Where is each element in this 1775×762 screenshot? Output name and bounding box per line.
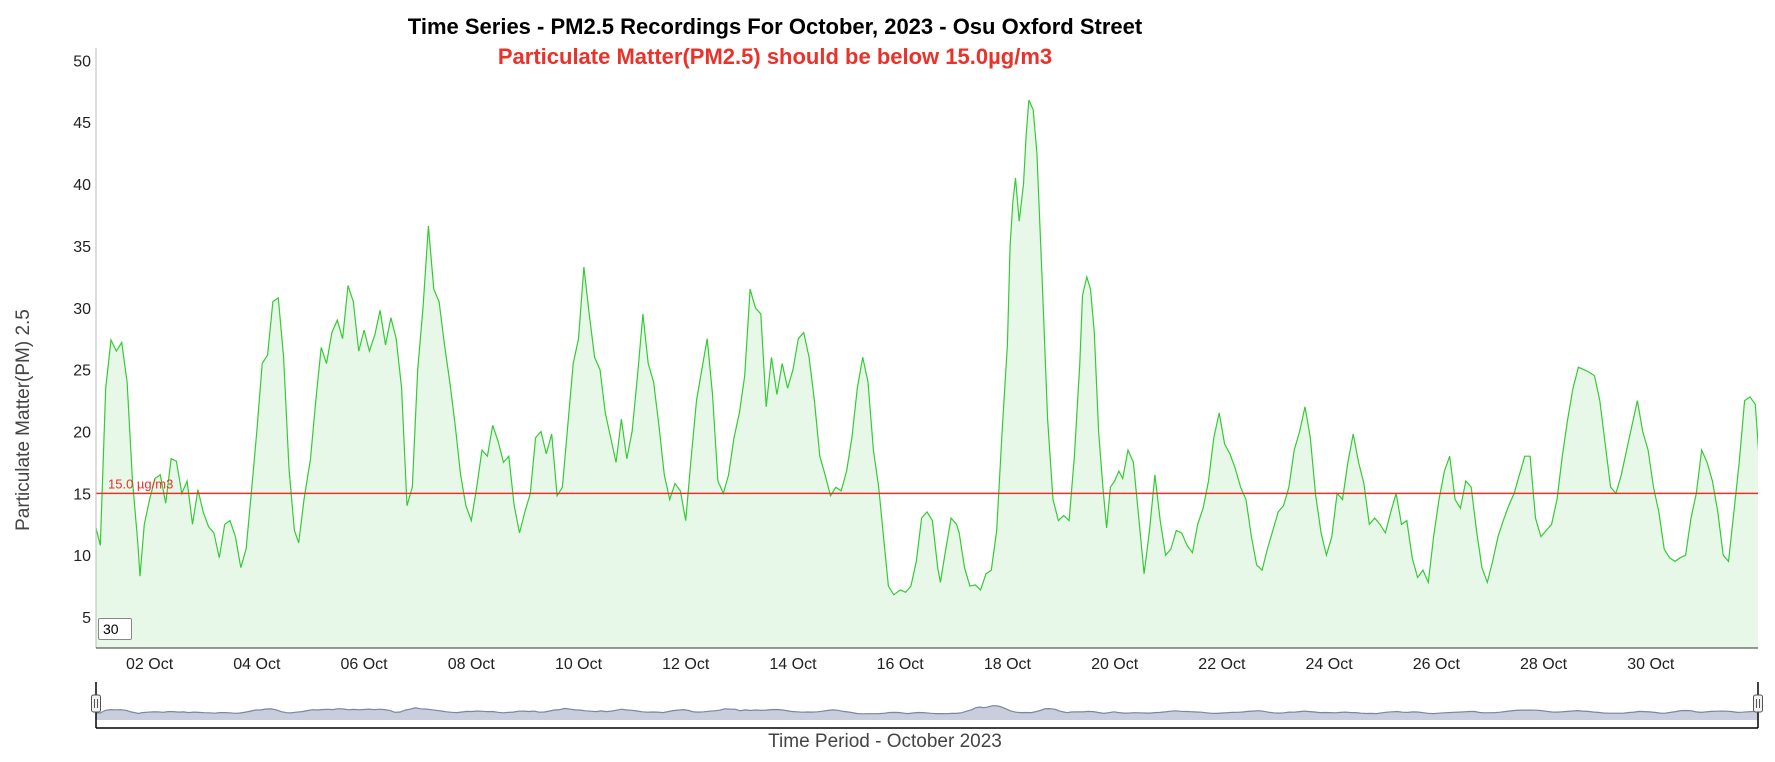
x-tick-label: 10 Oct: [555, 656, 603, 673]
plot-area: 15.0 µg/m3: [96, 99, 1758, 648]
x-axis-title: Time Period - October 2023: [768, 731, 1002, 752]
navigator-right-handle[interactable]: [1753, 694, 1763, 713]
series-area-fill: [96, 100, 1758, 648]
x-tick-label: 14 Oct: [769, 656, 817, 673]
x-tick-label: 20 Oct: [1091, 656, 1139, 673]
y-tick-label: 10: [73, 548, 91, 565]
x-tick-label: 02 Oct: [126, 656, 174, 673]
time-navigator[interactable]: [91, 682, 1763, 729]
smoothing-window-input[interactable]: [98, 618, 132, 640]
y-tick-label: 50: [73, 53, 91, 70]
y-tick-label: 30: [73, 301, 91, 318]
y-tick-label: 45: [73, 115, 91, 132]
x-tick-label: 08 Oct: [448, 656, 496, 673]
x-tick-label: 16 Oct: [877, 656, 925, 673]
y-tick-label: 40: [73, 177, 91, 194]
y-tick-label: 5: [82, 610, 91, 627]
x-tick-label: 26 Oct: [1413, 656, 1461, 673]
x-axis: 02 Oct 04 Oct 06 Oct 08 Oct 10 Oct 12 Oct 14 O…: [96, 647, 1758, 673]
series-line: [96, 99, 1758, 596]
x-tick-label: 24 Oct: [1306, 656, 1354, 673]
x-tick-label: 04 Oct: [233, 656, 281, 673]
x-tick-labels: 02 Oct 04 Oct 06 Oct 08 Oct 10 Oct 12 Oct 14 O…: [126, 656, 1675, 673]
x-tick-label: 30 Oct: [1627, 656, 1675, 673]
y-tick-label: 25: [73, 363, 91, 380]
chart-title: Time Series - PM2.5 Recordings For Octob…: [408, 14, 1143, 39]
navigator-area: [96, 705, 1758, 720]
y-tick-label: 20: [73, 425, 91, 442]
y-tick-labels: 5 10 15 20 25 30 35 40 45 50: [73, 53, 91, 627]
y-axis-title: Particulate Matter(PM) 2.5: [13, 309, 34, 531]
navigator-line: [95, 705, 1759, 715]
x-tick-label: 06 Oct: [340, 656, 388, 673]
threshold-label: 15.0 µg/m3: [108, 476, 173, 491]
y-tick-label: 35: [73, 239, 91, 256]
x-tick-label: 18 Oct: [984, 656, 1032, 673]
x-tick-label: 28 Oct: [1520, 656, 1568, 673]
x-tick-label: 12 Oct: [662, 656, 710, 673]
x-tick-label: 22 Oct: [1198, 656, 1246, 673]
navigator-left-handle[interactable]: [91, 694, 101, 713]
y-tick-label: 15: [73, 486, 91, 503]
y-axis: 5 10 15 20 25 30 35 40 45 50: [73, 48, 97, 648]
chart-subtitle: Particulate Matter(PM2.5) should be belo…: [498, 44, 1052, 69]
